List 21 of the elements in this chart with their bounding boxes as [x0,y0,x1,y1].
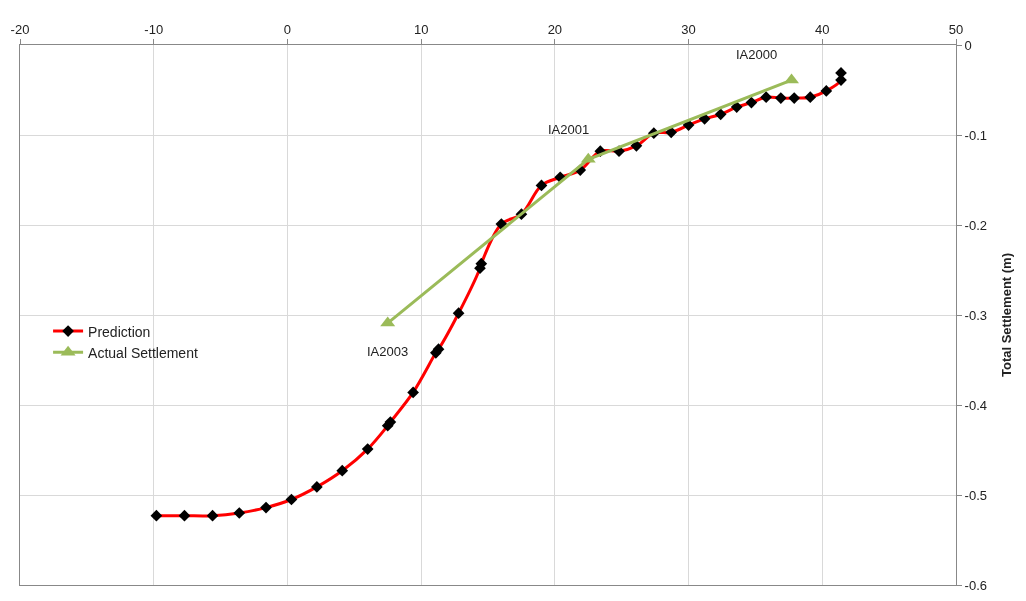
x-tick-label: 50 [948,21,964,37]
x-tick-label: -10 [144,21,164,37]
y-tick-label: 0 [964,37,972,53]
y-tick-label: -0.1 [964,127,988,143]
legend-label: Actual Settlement [88,344,198,361]
annotation: IA2001 [548,122,590,137]
y-tick-label: -0.4 [964,397,988,413]
y-axis-title: Total Settlement (m) [998,253,1014,377]
x-tick-label: 20 [547,21,563,37]
x-tick-label: -20 [10,21,30,37]
annotation: IA2000 [736,47,778,62]
annotation: IA2003 [367,344,409,359]
x-tick-label: 30 [681,21,696,37]
y-tick-label: -0.2 [964,217,988,233]
y-tick-label: -0.3 [964,307,988,323]
y-tick-label: -0.5 [964,487,988,503]
x-tick-label: 10 [413,21,429,37]
x-tick-label: 40 [815,21,830,37]
legend-label: Prediction [88,323,151,340]
y-tick-label: -0.6 [964,577,988,593]
x-tick-label: 0 [283,21,292,37]
